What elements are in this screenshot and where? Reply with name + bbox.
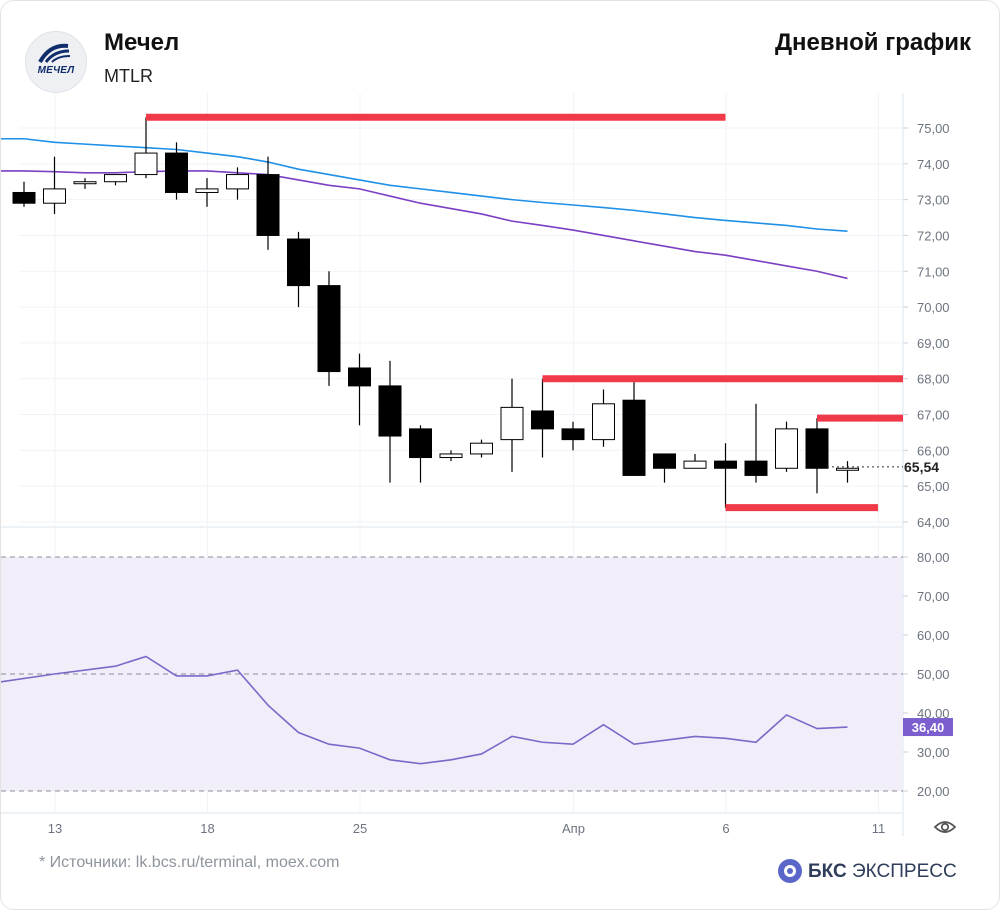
x-tick-label: 18 (200, 821, 214, 836)
candle-body (165, 152, 188, 193)
x-tick-label: 6 (722, 821, 729, 836)
candle-body (500, 406, 524, 441)
brand-rest-text: ЭКСПРЕСС (846, 861, 957, 882)
y-tick-label: 74,00 (917, 157, 950, 172)
candle-body (683, 460, 707, 469)
rsi-tick-label: 30,00 (917, 745, 950, 760)
rsi-tick-label: 80,00 (917, 550, 950, 565)
x-tick-label: 13 (48, 821, 62, 836)
current-price-label: 65,54 (904, 459, 939, 475)
company-logo: МЕЧЕЛ (25, 31, 87, 93)
candle-body (195, 188, 219, 193)
bcs-logo-icon (778, 859, 802, 883)
candle-body (805, 428, 829, 469)
candle-body (378, 385, 402, 437)
mechel-logo-icon (38, 43, 71, 64)
candle-body (104, 174, 127, 183)
y-tick-label: 75,00 (917, 121, 950, 136)
ticker-symbol: MTLR (104, 66, 153, 86)
candle-body (12, 191, 36, 204)
rsi-tick-label: 70,00 (917, 589, 950, 604)
moving-average-line (1, 170, 848, 280)
y-tick-label: 73,00 (917, 193, 950, 208)
x-tick-label: 11 (872, 821, 886, 836)
rsi-tick-label: 50,00 (917, 667, 950, 682)
rsi-value-label: 36,40 (912, 720, 945, 735)
rsi-line (1, 655, 848, 765)
candle-body (439, 453, 463, 459)
candle-body (256, 174, 280, 236)
candle-body (43, 188, 66, 204)
sources-note: * Источники: lk.bcs.ru/terminal, moex.co… (39, 854, 340, 871)
y-tick-label: 72,00 (917, 228, 950, 243)
candle-body (134, 152, 158, 176)
y-tick-label: 64,00 (917, 515, 950, 530)
candle-body (775, 428, 798, 469)
candle-body (470, 442, 493, 455)
candle-body (622, 399, 646, 476)
candle-body (714, 460, 737, 469)
candle-body (653, 453, 676, 469)
candle-body (226, 174, 249, 190)
candle-body (592, 403, 615, 441)
y-tick-label: 66,00 (917, 443, 950, 458)
rsi-tick-label: 40,00 (917, 706, 950, 721)
moving-average-line (1, 137, 848, 232)
candle-body (317, 285, 341, 373)
logo-text: МЕЧЕЛ (37, 65, 75, 76)
rsi-value-badge (903, 718, 953, 737)
y-tick-label: 69,00 (917, 336, 950, 351)
rsi-tick-label: 20,00 (917, 784, 950, 799)
y-tick-label: 65,00 (917, 479, 950, 494)
y-tick-label: 67,00 (917, 408, 950, 423)
brand-bold-text: БКС (808, 861, 847, 882)
candle-body (73, 181, 97, 185)
candle-body (531, 410, 554, 430)
y-tick-label: 71,00 (917, 264, 950, 279)
x-tick-label: Апр (562, 821, 585, 836)
chart-period-title: Дневной график (774, 29, 971, 56)
candle-body (287, 238, 310, 287)
y-tick-label: 68,00 (917, 372, 950, 387)
x-tick-label: 25 (353, 821, 367, 836)
candle-body (409, 428, 432, 459)
eye-icon[interactable] (933, 817, 957, 837)
candle-body (744, 460, 768, 476)
candle-body (836, 467, 859, 471)
candle-body (348, 367, 371, 387)
candle-body (561, 428, 585, 441)
y-tick-label: 70,00 (917, 300, 950, 315)
company-name: Мечел (104, 29, 180, 56)
rsi-tick-label: 60,00 (917, 628, 950, 643)
